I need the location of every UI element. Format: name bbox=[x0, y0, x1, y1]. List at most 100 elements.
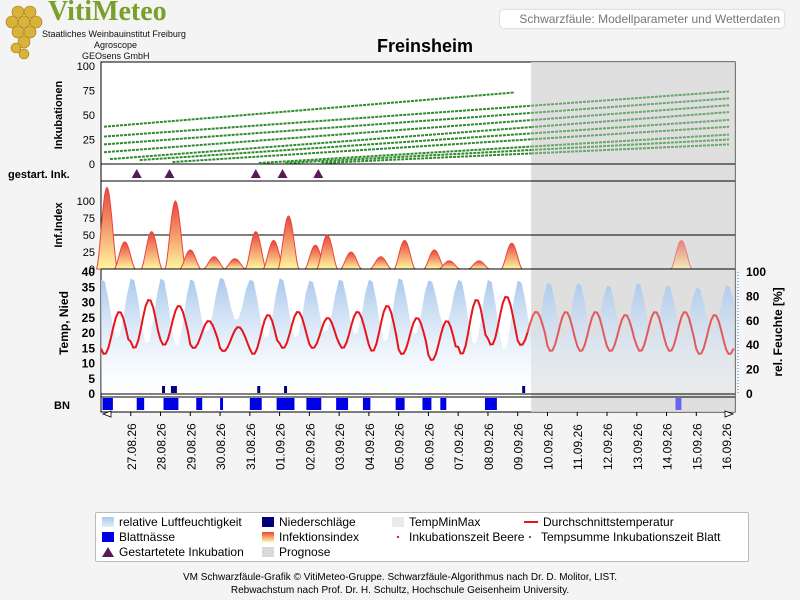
legend-infindex: Infektionsindex bbox=[262, 530, 359, 544]
logo-agroscope: Agroscope bbox=[94, 40, 138, 50]
legend-rain: Niederschläge bbox=[262, 515, 356, 529]
legend-humidity-label: relative Luftfeuchtigkeit bbox=[119, 515, 242, 529]
temperature-line-forecast bbox=[526, 311, 735, 355]
incubation-tick-label: 100 bbox=[77, 61, 95, 73]
temp-tick-label: 15 bbox=[82, 341, 96, 355]
infection-peak bbox=[393, 239, 416, 270]
x-tick-label: 14.09.26 bbox=[661, 423, 675, 470]
humidity-tick-label: 20 bbox=[746, 363, 760, 377]
vitimeteo-logo: VitiMeteo Staatliches Weinbauinstitut Fr… bbox=[4, 0, 204, 62]
x-tick-label: 01.09.26 bbox=[274, 423, 288, 470]
x-tick-label: 29.08.26 bbox=[184, 423, 198, 470]
humidity-axis-label: rel. Feuchte [%] bbox=[771, 287, 785, 376]
humidity-tick-label: 0 bbox=[746, 387, 753, 401]
leaf-wetness-bar bbox=[362, 398, 371, 410]
logo-institute: Staatliches Weinbauinstitut Freiburg bbox=[42, 29, 186, 39]
leaf-wetness-bar bbox=[102, 398, 113, 410]
leaf-wetness-bar bbox=[163, 398, 179, 410]
footer: VM Schwarzfäule-Grafik © VitiMeteo-Grupp… bbox=[0, 571, 800, 597]
started-infection-marker bbox=[164, 169, 175, 178]
legend-forecast: Prognose bbox=[262, 545, 330, 559]
legend-inc-leaf-label: Tempsumme Inkubationszeit Blatt bbox=[541, 530, 721, 544]
temp-tick-label: 30 bbox=[82, 296, 96, 310]
incubation-line-forecast bbox=[531, 125, 730, 141]
legend-leafwetness-swatch bbox=[102, 532, 114, 542]
rain-bar bbox=[173, 386, 177, 393]
bn-axis-label: BN bbox=[54, 400, 70, 412]
infection-peak bbox=[113, 241, 137, 270]
legend-leafwetness: Blattnässe bbox=[102, 530, 175, 544]
humidity-tick-label: 60 bbox=[746, 314, 760, 328]
incubation-line bbox=[321, 152, 532, 165]
leaf-wetness-bar bbox=[276, 398, 295, 410]
infection-peak bbox=[244, 230, 268, 270]
footer-line2: Rebwachstum nach Prof. Dr. H. Schultz, H… bbox=[230, 585, 570, 596]
temp-tick-label: 0 bbox=[88, 387, 95, 401]
infection-peak bbox=[277, 215, 300, 270]
legend-tempavg-swatch bbox=[524, 521, 538, 523]
grape-icon bbox=[5, 5, 43, 60]
legend-forecast-label: Prognose bbox=[279, 545, 331, 559]
x-tick-label: 12.09.26 bbox=[601, 423, 615, 470]
legend-humidity-swatch bbox=[102, 517, 114, 527]
rain-bar bbox=[162, 386, 166, 393]
chart-legend: relative Luftfeuchtigkeit Niederschläge … bbox=[95, 512, 749, 562]
incubation-line-forecast bbox=[531, 143, 730, 155]
humidity-area bbox=[101, 277, 735, 394]
leaf-wetness-bar bbox=[395, 398, 405, 410]
x-tick-label: 07.09.26 bbox=[452, 423, 466, 470]
temp-tick-label: 40 bbox=[82, 265, 96, 279]
started-infection-marker bbox=[313, 169, 324, 178]
incubation-tick-label: 75 bbox=[83, 86, 95, 98]
rain-bar bbox=[257, 386, 261, 393]
infection-peak bbox=[201, 256, 227, 270]
legend-started-triangle-icon bbox=[102, 547, 114, 557]
infindex-tick-label: 100 bbox=[77, 196, 95, 208]
legend-tempavg-label: Durchschnittstemperatur bbox=[543, 515, 674, 529]
legend-started-label: Gestartetete Inkubation bbox=[119, 545, 244, 559]
incubation-tick-label: 50 bbox=[83, 110, 95, 122]
x-tick-label: 30.08.26 bbox=[214, 423, 228, 470]
infection-peak bbox=[422, 249, 447, 270]
incubation-line-forecast bbox=[531, 90, 730, 107]
leaf-wetness-bar bbox=[484, 398, 497, 410]
scroll-right-icon bbox=[724, 410, 735, 418]
infection-peak bbox=[95, 186, 119, 270]
temp-tick-label: 25 bbox=[82, 311, 96, 325]
infection-peak bbox=[468, 260, 490, 270]
logo-geosens: GEOsens GmbH bbox=[82, 51, 150, 61]
incubation-line bbox=[139, 132, 532, 162]
legend-started: Gestartetete Inkubation bbox=[102, 545, 244, 559]
infindex-tick-label: 75 bbox=[83, 213, 95, 225]
x-tick-label: 05.09.26 bbox=[393, 423, 407, 470]
started-axis-label: gestart. Ink. bbox=[8, 169, 70, 181]
temp-tick-label: 20 bbox=[82, 326, 96, 340]
x-tick-label: 09.09.26 bbox=[512, 423, 526, 470]
leaf-wetness-bar bbox=[440, 398, 447, 410]
x-tick-label: 02.09.26 bbox=[303, 423, 317, 470]
incubation-line-forecast bbox=[531, 111, 730, 129]
leaf-wetness-bar bbox=[422, 398, 432, 410]
infindex-tick-label: 50 bbox=[83, 230, 95, 242]
incubation-tick-label: 25 bbox=[83, 135, 95, 147]
x-tick-label: 06.09.26 bbox=[422, 423, 436, 470]
leaf-wetness-bar bbox=[196, 398, 203, 410]
legend-leafwetness-label: Blattnässe bbox=[119, 530, 176, 544]
incubation-line bbox=[285, 148, 532, 165]
legend-inc-berry-label: Inkubationszeit Beere bbox=[409, 530, 525, 544]
rain-bar bbox=[284, 386, 288, 393]
humidity-tick-label: 100 bbox=[746, 265, 766, 279]
incubation-line-forecast bbox=[531, 118, 730, 135]
leaf-wetness-bar bbox=[336, 398, 349, 410]
x-tick-label: 27.08.26 bbox=[125, 423, 139, 470]
temperature-line bbox=[100, 295, 532, 362]
humidity-tick-label: 80 bbox=[746, 289, 760, 303]
incubation-line-forecast bbox=[531, 104, 730, 122]
x-tick-label: 15.09.26 bbox=[690, 423, 704, 470]
infection-peak bbox=[339, 251, 363, 270]
page-title: Freinsheim bbox=[376, 36, 474, 56]
temp-axis-label: Temp, Nied bbox=[57, 291, 71, 355]
infection-peak bbox=[315, 234, 339, 270]
started-infection-marker bbox=[277, 169, 288, 178]
legend-tempminmax-label: TempMinMax bbox=[409, 515, 481, 529]
